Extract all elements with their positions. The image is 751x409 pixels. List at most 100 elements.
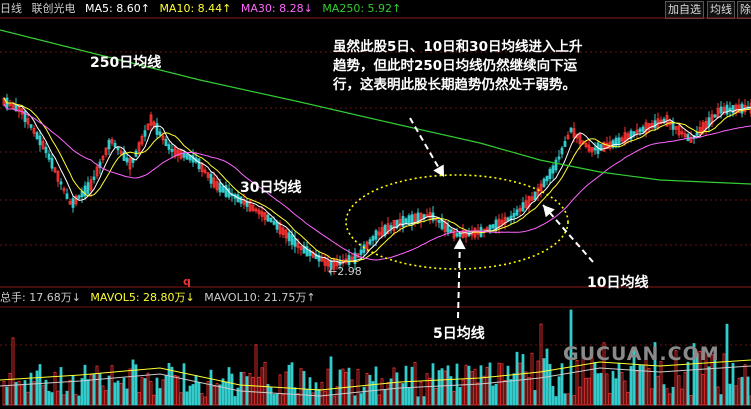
ma5-arrow (457, 237, 461, 319)
candle-body (659, 119, 663, 125)
volume-bar (419, 381, 423, 406)
volume-bar (470, 371, 474, 406)
volume-bar (734, 385, 738, 406)
volume-bar (740, 376, 744, 406)
candle-body (395, 219, 399, 229)
volume-bar (542, 358, 546, 406)
volume-bar (479, 365, 483, 406)
q-marker: q (183, 275, 191, 288)
candle-body (47, 153, 51, 160)
volume-bar (404, 365, 408, 406)
highlight-ellipse (345, 174, 569, 270)
candle-body (389, 225, 393, 230)
candle-body (248, 200, 252, 212)
volume-bar (488, 362, 492, 406)
candle-body (749, 102, 751, 114)
candle-body (605, 142, 609, 150)
volume-bar (362, 386, 366, 406)
volume-bar (587, 377, 591, 406)
volume-bar (263, 361, 267, 406)
volume-bar (242, 371, 246, 406)
candle-body (632, 131, 636, 136)
volume-bar (398, 381, 402, 406)
volume-bar (377, 394, 381, 406)
volume-bar (692, 343, 696, 406)
candle-body (677, 125, 681, 136)
volume-bar (635, 370, 639, 406)
volume-bar (743, 364, 747, 406)
candle-body (71, 198, 75, 208)
candle-body (371, 236, 375, 241)
volume-bar (332, 395, 336, 406)
volume-bar (32, 381, 36, 406)
candle-body (365, 241, 369, 249)
volume-bar (89, 374, 93, 406)
volume-bar (62, 394, 66, 406)
candle-body (680, 131, 684, 135)
candle-body (299, 245, 303, 251)
ma5-annotation: 5日均线 (433, 326, 485, 342)
volume-bar (53, 371, 57, 406)
volume-bar (170, 366, 174, 406)
volume-bar (401, 383, 405, 406)
candle-body (644, 122, 648, 134)
low-price-label: ←2.98 (328, 265, 362, 278)
volume-bar (77, 395, 81, 406)
candle-body (731, 105, 735, 114)
ma250-annotation: 250日均线 (90, 55, 162, 71)
volume-bar (632, 346, 636, 406)
volume-bar (200, 392, 204, 406)
mavol10-value: MAVOL10: 21.75万↑ (204, 291, 316, 304)
volume-bar (443, 370, 447, 406)
mavol5-value: MAVOL5: 28.80万↓ (90, 291, 195, 304)
volume-bar (17, 381, 21, 406)
volume-bar (509, 379, 513, 406)
candle-body (641, 126, 645, 132)
volume-bar (599, 372, 603, 406)
ma-settings-button[interactable]: 均线 (707, 1, 735, 19)
candle-body (539, 183, 543, 192)
candle-body (65, 193, 69, 199)
candle-body (125, 157, 129, 163)
candle-body (287, 232, 291, 242)
period-label[interactable]: 日线 (0, 2, 22, 15)
candle-body (710, 114, 714, 124)
ma30-value: MA30: 8.28↓ (240, 2, 313, 15)
volume-bar (677, 375, 681, 406)
candle-body (176, 149, 180, 156)
candle-body (701, 122, 705, 134)
candle-body (473, 227, 477, 238)
volume-bar (650, 388, 654, 406)
candle-body (569, 127, 573, 133)
ma10-arrow (542, 204, 594, 263)
volume-bar (710, 354, 714, 406)
volume-bar (674, 350, 678, 406)
volume-bar (644, 354, 648, 406)
volume-bar (293, 387, 297, 406)
volume-bar (206, 381, 210, 406)
volume-bar (584, 377, 588, 406)
candle-body (35, 132, 39, 139)
candle-body (59, 181, 63, 185)
volume-bar (101, 385, 105, 406)
volume-bar (179, 392, 183, 406)
candle-body (83, 185, 87, 197)
candle-body (629, 130, 633, 140)
volume-bar (134, 364, 138, 406)
volume-bar (512, 373, 516, 406)
volume-bar (155, 377, 159, 406)
volume-bar (614, 378, 618, 406)
volume-bar (353, 395, 357, 406)
volume-bar (707, 366, 711, 406)
volume-bar (191, 384, 195, 406)
volume-bar (449, 376, 453, 406)
candle-body (272, 220, 276, 225)
candle-body (56, 171, 60, 182)
volume-bar (671, 386, 675, 406)
volume-bar (323, 390, 327, 406)
ma10-value: MA10: 8.44↑ (159, 2, 232, 15)
volume-bar (140, 377, 144, 406)
candle-body (410, 214, 414, 225)
volume-bar (422, 396, 426, 406)
